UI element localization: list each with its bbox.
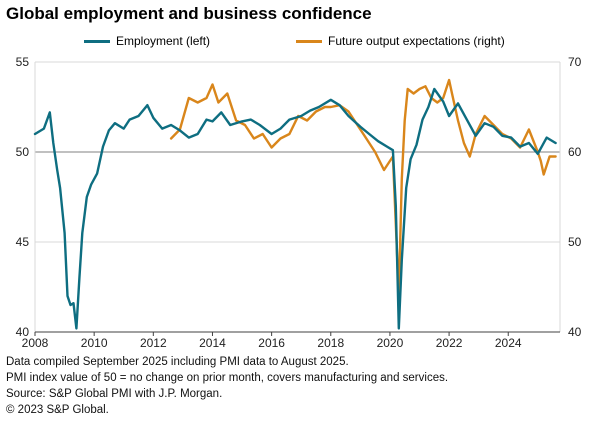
x-tick-label: 2016 [258,336,285,350]
note-data-compiled: Data compiled September 2025 including P… [6,356,349,368]
legend-swatch-employment [84,39,110,43]
note-copyright: © 2023 S&P Global. [6,404,109,416]
y-right-tick-label: 50 [568,235,582,249]
series-line-employment [33,87,557,330]
y-right-tick-label: 40 [568,325,582,339]
y-left-tick-label: 55 [16,55,30,69]
x-tick-label: 2014 [199,336,226,350]
chart-title: Global employment and business confidenc… [6,4,372,23]
legend-label-future: Future output expectations (right) [328,34,505,48]
legend: Employment (left) Future output expectat… [0,34,607,52]
legend-swatch-future [296,39,322,43]
y-left-tick-label: 50 [16,145,30,159]
x-tick-label: 2008 [22,336,49,350]
legend-item-employment: Employment (left) [84,34,210,48]
note-pmi-index: PMI index value of 50 = no change on pri… [6,372,449,384]
x-tick-label: 2012 [140,336,167,350]
series-line-future-output [169,78,557,298]
y-left-tick-label: 40 [16,325,30,339]
notes: Data compiled September 2025 including P… [6,354,448,418]
chart-area: 2008 2010 2012 2014 2016 2018 2020 2022 2024 40 45… [0,52,607,352]
x-tick-label: 2020 [377,336,404,350]
y-left-tick-label: 45 [16,235,30,249]
legend-item-future: Future output expectations (right) [296,34,505,48]
x-tick-label: 2022 [436,336,463,350]
line-chart: 2008 2010 2012 2014 2016 2018 2020 2022 2024 40 45… [16,55,582,350]
x-tick-label: 2018 [317,336,344,350]
y-right-tick-label: 70 [568,55,582,69]
x-tick-label: 2024 [495,336,522,350]
y-right-tick-label: 60 [568,145,582,159]
legend-label-employment: Employment (left) [116,34,211,48]
x-tick-label: 2010 [81,336,108,350]
note-source: Source: S&P Global PMI with J.P. Morgan. [6,388,223,400]
